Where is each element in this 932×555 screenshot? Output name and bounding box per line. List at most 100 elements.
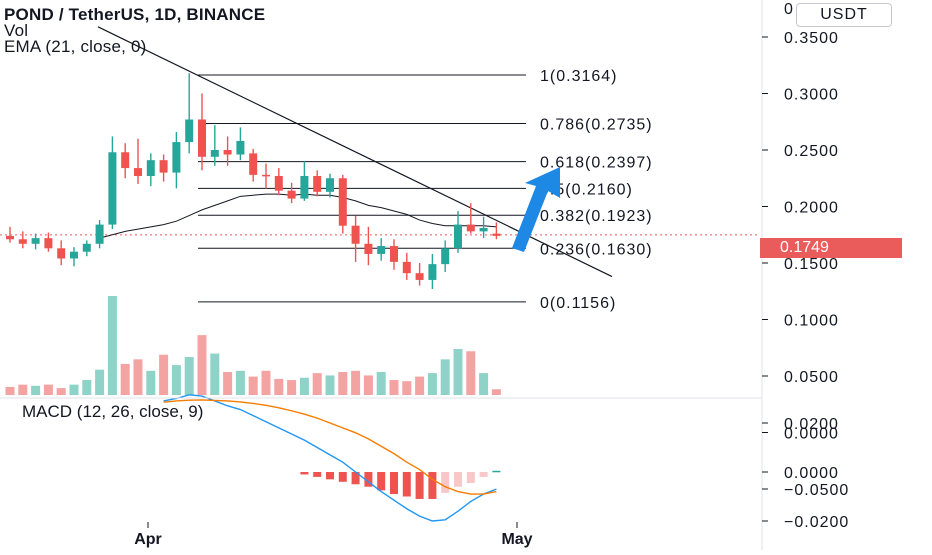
volume-legend[interactable]: Vol [4, 21, 29, 40]
volume-bar [210, 353, 220, 395]
volume-bar [338, 371, 348, 395]
volume-bar [248, 376, 258, 395]
candle-body [326, 178, 334, 192]
volume-bar [427, 373, 437, 395]
candle-body [108, 152, 117, 225]
volume-bar [43, 384, 53, 395]
candle-body [415, 273, 424, 280]
volume-bar [299, 377, 309, 395]
candle-body [428, 264, 437, 280]
candle-body [338, 178, 347, 226]
candle-body [249, 153, 258, 175]
macd-histogram-bar [326, 472, 334, 480]
macd-line [163, 394, 497, 522]
candle-body [262, 174, 270, 177]
signal-line [163, 399, 497, 495]
candle-body [134, 168, 142, 176]
price-tick-label: 0.3500 [784, 30, 839, 47]
volume-bar [402, 381, 412, 395]
volume-bar [351, 370, 361, 395]
forecast-arrow [512, 167, 560, 252]
price-tick-label: 0.2000 [784, 200, 839, 217]
macd-histogram-bar [492, 470, 501, 473]
price-tick-label: 0.0500 [784, 369, 839, 386]
macd-histogram-bar [338, 472, 347, 482]
macd-histogram-bar [466, 472, 475, 484]
candle-body [223, 150, 232, 155]
macd-histogram-bar [428, 472, 437, 499]
candle-body [18, 239, 27, 244]
macd-histogram-bar [300, 472, 309, 475]
volume-bar [18, 384, 28, 395]
macd-tick-label: −0.0200 [784, 514, 849, 531]
price-tick-label: −0.0500 [784, 482, 849, 499]
volume-bar [69, 384, 79, 395]
candle-body [172, 142, 181, 173]
candle-body [44, 238, 53, 249]
candle-body [121, 152, 130, 169]
volume-bar [453, 348, 463, 395]
fib-level-label: 0.382(0.1923) [540, 208, 653, 225]
candle-body [6, 235, 14, 240]
candle-body [274, 175, 283, 191]
volume-bar [146, 370, 156, 395]
ema-legend[interactable]: EMA (21, close, 0) [4, 37, 147, 56]
fib-level-label: 0.5(0.2160) [540, 181, 633, 198]
time-tick-label: Apr [134, 531, 162, 548]
candle-body [402, 261, 411, 274]
candle-body [82, 243, 91, 252]
candle-body [454, 224, 462, 249]
candle-body [70, 251, 78, 259]
price-tick-label: 0.2500 [784, 143, 839, 160]
volume-bar [287, 380, 297, 395]
candle-body [31, 238, 40, 244]
volume-bar [466, 351, 476, 395]
price-tick-label: 0 [784, 1, 794, 18]
volume-bar [159, 354, 169, 395]
volume-bar [415, 376, 425, 395]
volume-bar [107, 296, 117, 395]
volume-bar [223, 371, 233, 395]
candle-body [95, 224, 104, 244]
macd-histogram-bar [313, 472, 322, 477]
macd-tick-label: 0.0200 [784, 416, 839, 433]
volume-bar [120, 363, 130, 395]
volume-bar [325, 375, 335, 395]
macd-histogram-bar [351, 472, 360, 485]
volume-bar [261, 370, 271, 395]
volume-bar [389, 380, 399, 395]
symbol-title[interactable]: POND / TetherUS, 1D, BINANCE [4, 5, 266, 24]
volume-bar [440, 359, 450, 395]
price-tick-label: 0.3000 [784, 87, 839, 104]
candle-body [364, 243, 373, 254]
macd-legend[interactable]: MACD (12, 26, close, 9) [22, 402, 204, 421]
volume-bar [479, 373, 489, 395]
candle-body [492, 233, 501, 236]
ema-line [99, 193, 497, 239]
candle-body [159, 160, 168, 173]
macd-histogram-bar [377, 472, 386, 491]
macd-histogram-bar [402, 472, 411, 497]
candle-body [198, 119, 206, 157]
volume-bar [5, 386, 15, 395]
volume-bar [184, 357, 194, 395]
fib-level-label: 0.236(0.1630) [540, 241, 653, 258]
volume-bar [133, 359, 143, 395]
current-price-badge: 0.1749 [760, 238, 902, 258]
volume-bar [171, 365, 181, 395]
candle-body [146, 160, 155, 176]
fib-level-label: 0.618(0.2397) [540, 155, 653, 172]
candle-body [236, 140, 245, 155]
volume-bar [95, 369, 105, 395]
volume-bar [197, 335, 207, 395]
fib-level-label: 1(0.3164) [540, 68, 618, 85]
currency-selector[interactable]: USDT [796, 3, 892, 27]
candle-body [300, 175, 309, 199]
macd-histogram-bar [415, 472, 424, 499]
candle-body [57, 248, 66, 259]
candle-body [287, 190, 296, 199]
macd-histogram-bar [441, 472, 450, 493]
volume-bar [235, 370, 245, 395]
